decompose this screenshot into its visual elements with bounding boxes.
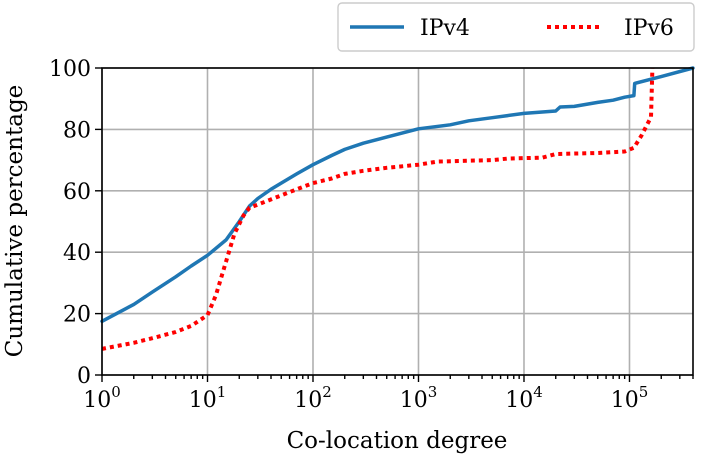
y-tick-label: 60 xyxy=(63,180,91,205)
y-tick-label: 40 xyxy=(63,241,91,266)
plot-frame xyxy=(101,67,694,376)
x-tick-label: 102 xyxy=(294,383,332,413)
grid xyxy=(101,67,693,376)
y-tick-label: 80 xyxy=(63,118,91,143)
legend: IPv4 IPv6 xyxy=(337,2,695,52)
x-axis-label: Co-location degree xyxy=(287,428,508,454)
x-tick-label: 101 xyxy=(189,383,227,413)
legend-label-ipv6: IPv6 xyxy=(624,16,674,41)
y-tick-label: 100 xyxy=(49,57,91,82)
series-line-ipv6 xyxy=(101,67,655,351)
y-axis-label: Cumulative percentage xyxy=(2,85,28,358)
legend-label-ipv4: IPv4 xyxy=(420,16,470,41)
series-layer xyxy=(100,66,695,351)
ticks: 100 101 102 103 104 105 0 20 40 60 80 100 xyxy=(49,57,694,413)
x-tick-label: 103 xyxy=(400,383,438,413)
x-tick-label: 105 xyxy=(611,383,649,413)
legend-box xyxy=(337,2,695,52)
y-tick-label: 0 xyxy=(77,364,91,389)
x-tick-label: 104 xyxy=(505,383,543,413)
series-line-ipv4 xyxy=(100,66,695,324)
y-tick-label: 20 xyxy=(63,303,91,328)
x-tick-label: 100 xyxy=(83,383,121,413)
